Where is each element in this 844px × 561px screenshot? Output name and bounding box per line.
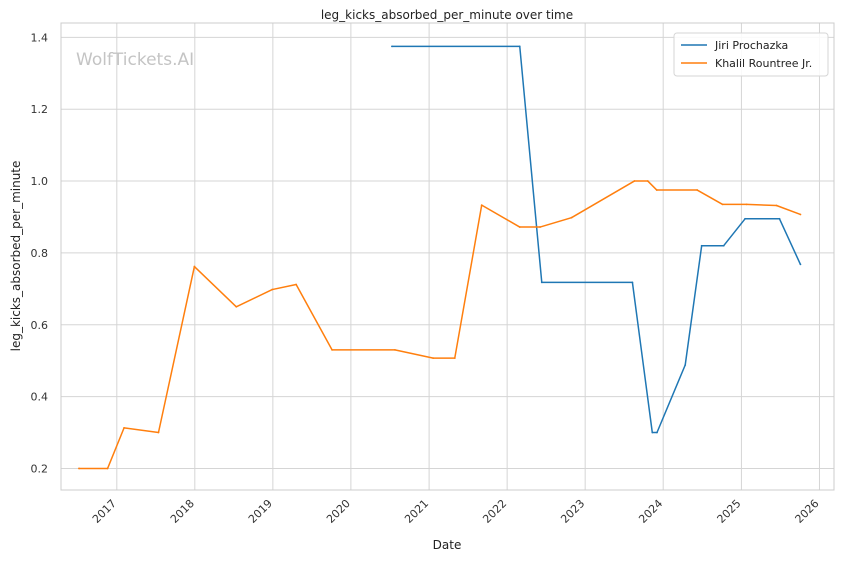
data-point [656,431,658,434]
x-axis-title: Date [433,538,462,552]
data-point [655,189,658,191]
series-line-jiri-prochazka [391,45,802,434]
data-point [123,426,125,429]
y-tick-label: 1.2 [31,103,49,116]
x-tick-label: 2021 [402,497,431,526]
data-point [394,349,396,351]
x-tick-label: 2025 [715,497,744,526]
plot-frame [60,22,835,491]
series-line-khalil-rountree-jr [78,180,801,470]
data-point [295,283,298,286]
x-tick-label: 2017 [90,497,119,526]
watermark: WolfTickets.AI [76,50,194,70]
legend-label-jiri-prochazka: Jiri Prochazka [714,39,788,52]
data-point [646,180,649,182]
data-point [633,180,636,182]
x-tick-label: 2024 [636,497,665,526]
data-point [518,45,521,48]
data-point [775,204,778,207]
data-point [518,226,521,228]
y-tick-label: 0.2 [31,462,49,475]
y-tick-label: 0.8 [31,247,49,260]
data-point [570,216,573,219]
y-axis-title: leg_kicks_absorbed_per_minute [9,161,23,352]
data-point [331,349,333,351]
data-point [651,431,654,434]
y-tick-label: 0.6 [31,319,49,332]
data-point [684,364,687,366]
legend: Jiri Prochazka Khalil Rountree Jr. [673,32,829,77]
data-point [744,217,746,220]
y-tick-label: 1.4 [31,31,49,44]
data-point [106,467,109,470]
x-tick-label: 2020 [324,497,353,526]
series-lines [78,45,802,470]
x-tick-label: 2018 [168,497,197,526]
data-point [722,244,725,247]
data-point [193,265,196,268]
data-point [696,189,699,191]
data-point [453,357,456,360]
y-tick-label: 1.0 [31,175,49,188]
data-point [539,226,541,228]
legend-box [673,32,829,77]
data-point [271,288,274,291]
x-tick-label: 2023 [558,497,587,526]
x-tick-label: 2019 [246,497,275,526]
y-tick-label: 0.4 [31,391,49,404]
data-point [432,357,435,360]
data-point [721,203,724,206]
grid-lines [61,23,834,490]
data-point [631,281,634,284]
plot-area [61,23,834,490]
data-point [540,281,543,284]
data-point [799,263,802,266]
data-point [78,467,80,470]
chart-title: leg_kicks_absorbed_per_minute over time [321,8,573,22]
data-point [745,203,748,206]
legend-label-khalil-rountree-jr: Khalil Rountree Jr. [715,57,812,70]
x-tick-label: 2026 [793,497,822,526]
data-point [157,431,160,434]
data-point [778,217,781,220]
data-point [391,45,393,48]
axes [60,22,835,491]
data-point [480,204,483,207]
data-point [700,244,703,247]
data-point [235,305,238,308]
data-point [799,213,802,216]
x-tick-label: 2022 [480,497,509,526]
